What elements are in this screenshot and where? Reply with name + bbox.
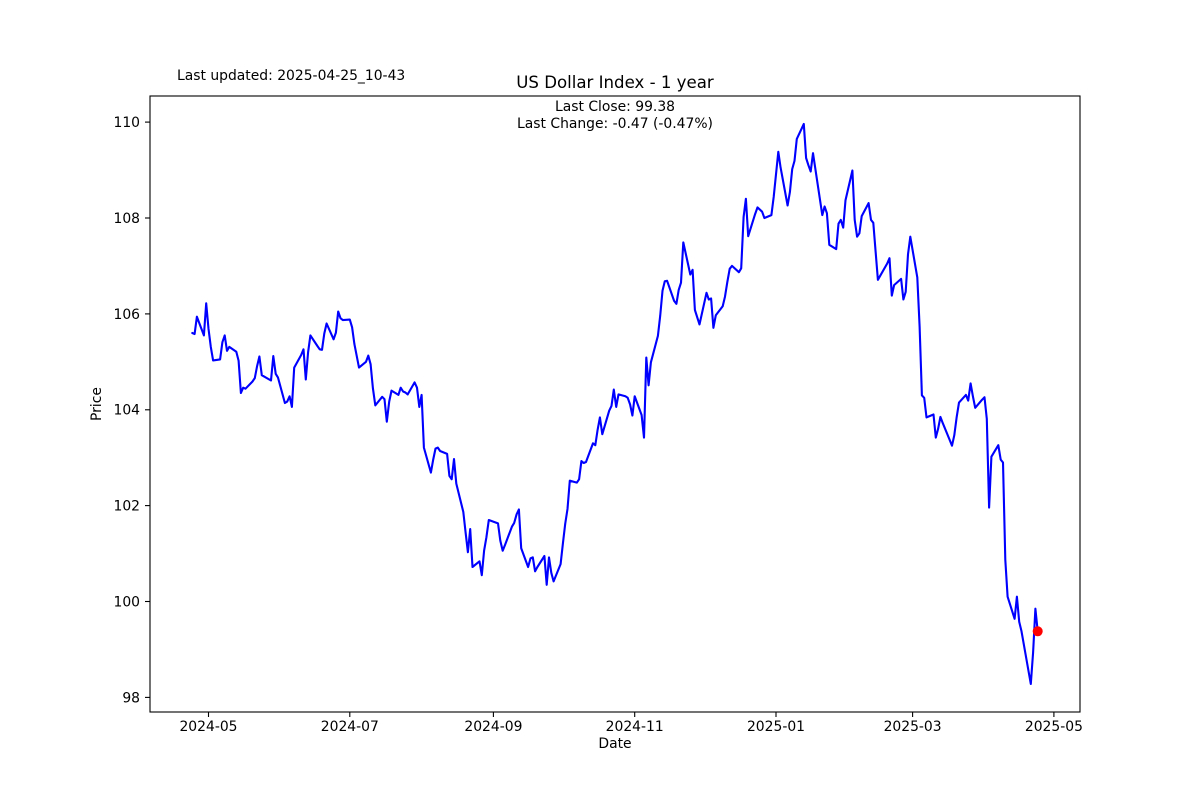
x-tick-label: 2024-07	[321, 719, 379, 735]
chart-title: US Dollar Index - 1 year	[516, 73, 714, 92]
x-tick-label: 2024-05	[179, 719, 237, 735]
x-tick-label: 2025-01	[747, 719, 805, 735]
y-tick-label: 108	[113, 211, 140, 227]
y-axis-ticks: 98 100 102 104 106 108 110	[113, 115, 150, 706]
y-tick-label: 104	[113, 403, 140, 419]
annotation-last-close: Last Close: 99.38	[555, 99, 675, 115]
x-tick-label: 2025-05	[1025, 719, 1083, 735]
x-tick-label: 2025-03	[884, 719, 942, 735]
y-tick-label: 102	[113, 499, 140, 515]
y-tick-label: 100	[113, 594, 140, 610]
y-tick-label: 98	[122, 690, 140, 706]
x-tick-label: 2024-11	[606, 719, 664, 735]
price-line	[191, 122, 1039, 686]
y-tick-label: 106	[113, 307, 140, 323]
y-axis-label: Price	[89, 387, 105, 421]
x-tick-label: 2024-09	[464, 719, 522, 735]
annotation-last-change: Last Change: -0.47 (-0.47%)	[517, 116, 713, 132]
x-axis-ticks: 2024-05 2024-07 2024-09 2024-11 2025-01 2025-…	[179, 712, 1083, 735]
x-axis-label: Date	[598, 736, 631, 752]
last-updated-label: Last updated: 2025-04-25_10-43	[177, 68, 405, 84]
last-close-marker	[1032, 626, 1043, 637]
plot-area	[149, 95, 1081, 713]
y-tick-label: 110	[113, 115, 140, 131]
